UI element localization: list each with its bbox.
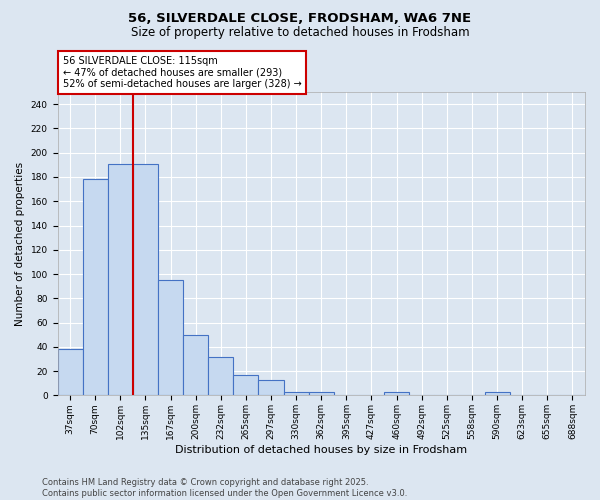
Bar xyxy=(384,392,409,396)
Y-axis label: Number of detached properties: Number of detached properties xyxy=(15,162,25,326)
Text: 56 SILVERDALE CLOSE: 115sqm
← 47% of detached houses are smaller (293)
52% of se: 56 SILVERDALE CLOSE: 115sqm ← 47% of det… xyxy=(63,56,302,89)
Bar xyxy=(133,164,158,396)
Text: Size of property relative to detached houses in Frodsham: Size of property relative to detached ho… xyxy=(131,26,469,39)
Bar xyxy=(183,335,208,396)
Text: Contains HM Land Registry data © Crown copyright and database right 2025.
Contai: Contains HM Land Registry data © Crown c… xyxy=(42,478,407,498)
Bar xyxy=(309,392,334,396)
Bar xyxy=(158,280,183,396)
Text: 56, SILVERDALE CLOSE, FRODSHAM, WA6 7NE: 56, SILVERDALE CLOSE, FRODSHAM, WA6 7NE xyxy=(128,12,472,26)
Bar xyxy=(259,380,284,396)
Bar xyxy=(208,356,233,396)
Bar xyxy=(284,392,309,396)
Bar xyxy=(233,375,259,396)
Bar xyxy=(485,392,509,396)
Bar xyxy=(83,180,108,396)
X-axis label: Distribution of detached houses by size in Frodsham: Distribution of detached houses by size … xyxy=(175,445,467,455)
Bar xyxy=(108,164,133,396)
Bar xyxy=(58,350,83,396)
